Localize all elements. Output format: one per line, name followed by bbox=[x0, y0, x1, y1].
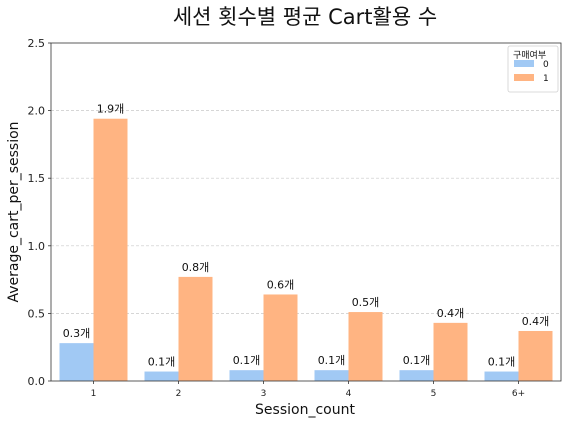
x-tick-label: 6+ bbox=[512, 389, 525, 399]
legend-label-1: 1 bbox=[543, 74, 549, 84]
chart-title: 세션 횟수별 평균 Cart활용 수 bbox=[173, 5, 437, 29]
grid bbox=[51, 110, 561, 314]
bar-label: 0.4개 bbox=[437, 307, 465, 320]
bar-label: 1.9개 bbox=[97, 103, 125, 116]
bar-label: 0.1개 bbox=[488, 356, 516, 369]
bar-0-6+ bbox=[484, 371, 519, 381]
y-tick-label: 2.5 bbox=[28, 37, 46, 50]
x-tick-label: 1 bbox=[91, 389, 97, 399]
y-tick-label: 0.0 bbox=[28, 375, 46, 388]
y-tick-label: 1.0 bbox=[28, 240, 46, 253]
legend-swatch-0 bbox=[514, 60, 534, 67]
bar-1-2 bbox=[178, 276, 213, 381]
y-tick-label: 0.5 bbox=[28, 307, 46, 320]
bar-label: 0.1개 bbox=[148, 356, 176, 369]
bar-0-1 bbox=[59, 343, 94, 381]
bar-label: 0.1개 bbox=[233, 354, 261, 367]
bar-1-1 bbox=[93, 118, 128, 381]
x-tick-label: 3 bbox=[261, 389, 267, 399]
bar-1-6+ bbox=[518, 330, 553, 381]
bar-label: 0.1개 bbox=[403, 354, 431, 367]
legend-label-0: 0 bbox=[543, 60, 549, 70]
bar-1-3 bbox=[263, 294, 298, 381]
bar-label: 0.6개 bbox=[267, 278, 295, 291]
x-axis-label: Session_count bbox=[255, 402, 355, 418]
bar-0-4 bbox=[314, 370, 349, 381]
x-axis-ticks: 1 2 3 4 5 6+ bbox=[91, 381, 525, 399]
bar-0-3 bbox=[229, 370, 264, 381]
bar-label: 0.5개 bbox=[352, 296, 380, 309]
bars bbox=[59, 118, 553, 381]
y-axis-ticks: 0.0 0.5 1.0 1.5 2.0 2.5 bbox=[28, 37, 51, 388]
bar-label: 0.1개 bbox=[318, 354, 346, 367]
bar-0-5 bbox=[399, 370, 434, 381]
bar-1-4 bbox=[348, 312, 383, 381]
y-tick-label: 2.0 bbox=[28, 105, 46, 118]
bar-labels: 0.3개 1.9개 0.1개 0.8개 0.1개 0.6개 0.1개 0.5개 0.1개 0.4개… bbox=[63, 103, 550, 369]
x-tick-label: 4 bbox=[346, 389, 352, 399]
legend-swatch-1 bbox=[514, 74, 534, 81]
bar-label: 0.8개 bbox=[182, 261, 210, 274]
y-tick-label: 1.5 bbox=[28, 172, 46, 185]
legend-items: 01 bbox=[514, 60, 549, 84]
y-axis-label: Average_cart_per_session bbox=[6, 121, 22, 302]
plot-area-frame bbox=[50, 42, 562, 382]
x-tick-label: 5 bbox=[431, 389, 437, 399]
x-tick-label: 2 bbox=[176, 389, 182, 399]
bar-0-2 bbox=[144, 371, 179, 381]
bar-label: 0.4개 bbox=[522, 315, 550, 328]
legend: 구매여부 01 bbox=[507, 45, 559, 93]
bar-label: 0.3개 bbox=[63, 327, 91, 340]
legend-title: 구매여부 bbox=[513, 49, 546, 61]
bar-1-5 bbox=[433, 322, 468, 381]
